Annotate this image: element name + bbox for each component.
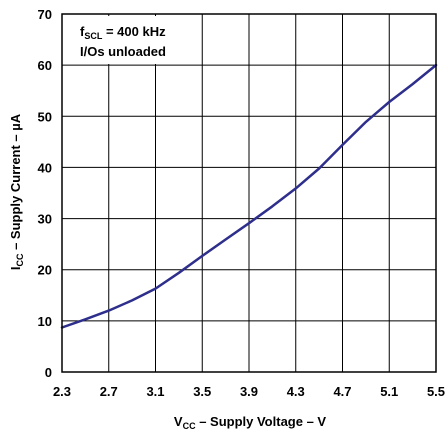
annotation-line-2: I/Os unloaded (80, 44, 166, 59)
x-tick-label: 5.5 (427, 384, 445, 399)
y-axis-title: ICC – Supply Current – µA (8, 113, 25, 270)
annotation-line-1-main: f (80, 24, 85, 39)
grid (61, 13, 437, 373)
y-tick-label: 20 (38, 263, 52, 278)
x-axis-title-main: V (174, 414, 183, 429)
annotation-background (76, 16, 190, 64)
plot-frame (61, 13, 437, 373)
series-layer (60, 63, 438, 329)
y-axis-title-main: I (8, 267, 23, 271)
x-axis-title-rest: – Supply Voltage – V (196, 414, 327, 429)
annotation-line-1-rest: = 400 kHz (102, 24, 166, 39)
x-tick-label: 3.1 (146, 384, 164, 399)
x-tick-label: 3.5 (193, 384, 211, 399)
y-axis-title-rest: – Supply Current – µA (8, 113, 23, 253)
x-tick-label: 2.3 (53, 384, 71, 399)
x-tick-label: 2.7 (100, 384, 118, 399)
series-line-0 (60, 63, 438, 329)
y-tick-label: 0 (45, 365, 52, 380)
x-tick-labels: 2.3 2.7 3.1 3.5 3.9 4.3 4.7 5.1 5.5 (53, 384, 445, 399)
y-tick-label: 70 (38, 7, 52, 22)
annotation-line-1: fSCL = 400 kHz (80, 24, 166, 41)
y-tick-label: 10 (38, 314, 52, 329)
y-tick-labels: 0 10 20 30 40 50 60 70 (38, 7, 52, 380)
x-tick-label: 4.7 (333, 384, 351, 399)
y-tick-label: 30 (38, 212, 52, 227)
annotation-line-1-sub: SCL (84, 31, 103, 41)
y-tick-label: 40 (38, 160, 52, 175)
x-axis-title: VCC – Supply Voltage – V (174, 414, 327, 431)
y-tick-label: 60 (38, 58, 52, 73)
x-tick-label: 4.3 (287, 384, 305, 399)
x-tick-label: 3.9 (240, 384, 258, 399)
x-axis-title-sub: CC (183, 421, 196, 431)
y-axis-title-sub: CC (15, 253, 25, 266)
x-tick-label: 5.1 (380, 384, 398, 399)
y-tick-label: 50 (38, 109, 52, 124)
